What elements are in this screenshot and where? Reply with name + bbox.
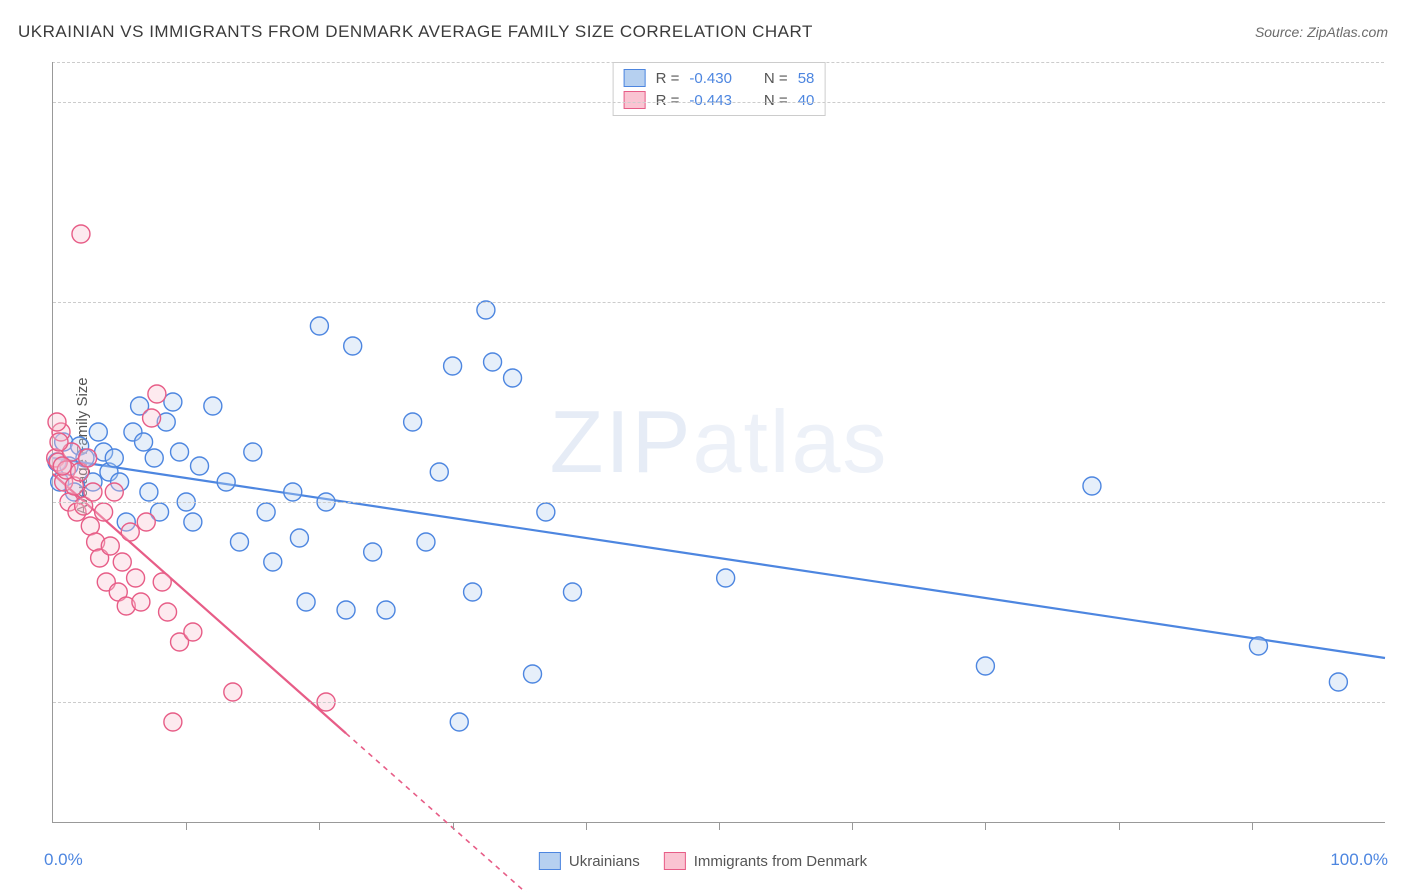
x-tick xyxy=(852,822,853,830)
x-tick xyxy=(586,822,587,830)
plot-area: ZIPatlas R = -0.430 N = 58 R = -0.443 N … xyxy=(52,62,1385,823)
legend-item-ukrainians: Ukrainians xyxy=(539,852,640,870)
y-tick-label: 3.00 xyxy=(1391,492,1406,512)
x-tick xyxy=(985,822,986,830)
legend-label-ukr: Ukrainians xyxy=(569,853,640,870)
x-axis-max-label: 100.0% xyxy=(1330,850,1388,870)
grid-line xyxy=(53,702,1385,703)
y-tick-label: 5.00 xyxy=(1391,92,1406,112)
x-tick xyxy=(1119,822,1120,830)
y-tick-label: 2.00 xyxy=(1391,692,1406,712)
x-axis-min-label: 0.0% xyxy=(44,850,83,870)
legend-item-denmark: Immigrants from Denmark xyxy=(664,852,867,870)
x-tick xyxy=(1252,822,1253,830)
plot-svg xyxy=(53,62,1385,822)
swatch-pink xyxy=(664,852,686,870)
x-tick xyxy=(186,822,187,830)
grid-line xyxy=(53,502,1385,503)
y-tick-label: 4.00 xyxy=(1391,292,1406,312)
grid-line xyxy=(53,102,1385,103)
legend-label-den: Immigrants from Denmark xyxy=(694,853,867,870)
x-tick xyxy=(319,822,320,830)
legend-bottom: Ukrainians Immigrants from Denmark xyxy=(539,852,867,870)
chart-source: Source: ZipAtlas.com xyxy=(1255,24,1388,40)
x-tick xyxy=(453,822,454,830)
chart-title: UKRAINIAN VS IMMIGRANTS FROM DENMARK AVE… xyxy=(18,22,813,42)
swatch-blue xyxy=(539,852,561,870)
chart-container: UKRAINIAN VS IMMIGRANTS FROM DENMARK AVE… xyxy=(0,0,1406,892)
x-tick xyxy=(719,822,720,830)
grid-line xyxy=(53,302,1385,303)
